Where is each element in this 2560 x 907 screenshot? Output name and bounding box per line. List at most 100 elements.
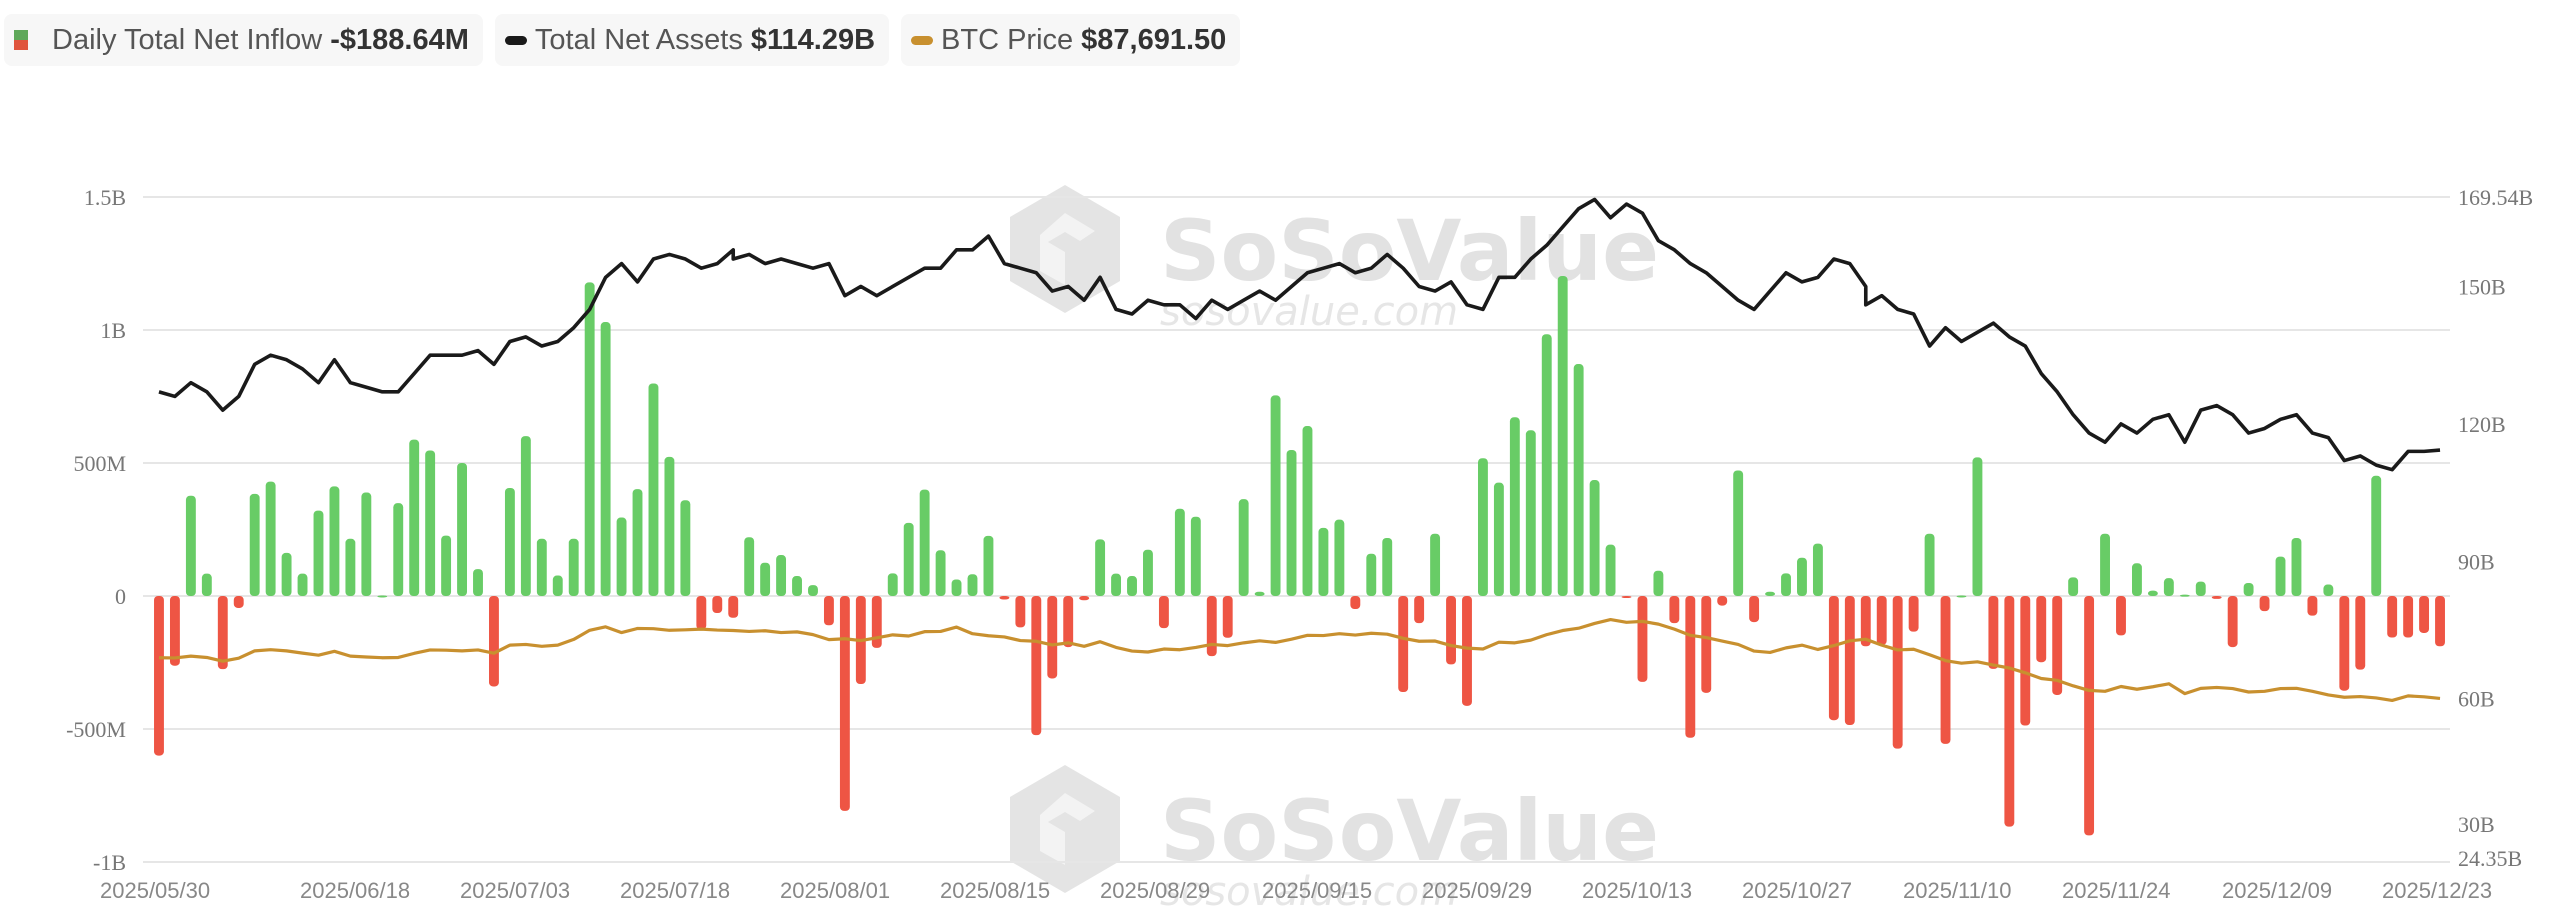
inflow-bar[interactable] — [2148, 591, 2158, 596]
inflow-bar[interactable] — [537, 539, 547, 596]
inflow-bar[interactable] — [1303, 426, 1313, 596]
inflow-bar[interactable] — [569, 539, 579, 596]
inflow-bar[interactable] — [888, 573, 898, 596]
legend-item-assets[interactable]: Total Net Assets $114.29B — [495, 14, 889, 66]
inflow-bar[interactable] — [1366, 554, 1376, 596]
inflow-bar[interactable] — [968, 574, 978, 596]
inflow-bar[interactable] — [2419, 596, 2429, 633]
inflow-bar[interactable] — [2387, 596, 2397, 637]
inflow-bar[interactable] — [1494, 483, 1504, 596]
inflow-bar[interactable] — [649, 383, 659, 596]
inflow-bar[interactable] — [1127, 576, 1137, 596]
inflow-bar[interactable] — [1622, 596, 1632, 598]
inflow-bar[interactable] — [680, 500, 690, 596]
inflow-bar[interactable] — [2244, 583, 2254, 596]
btc-price-line[interactable] — [159, 620, 2440, 701]
inflow-bar[interactable] — [202, 574, 212, 596]
inflow-bar[interactable] — [1988, 596, 1998, 669]
inflow-bar[interactable] — [1318, 528, 1328, 596]
inflow-bar[interactable] — [1893, 596, 1903, 749]
inflow-bar[interactable] — [409, 440, 419, 596]
inflow-bar[interactable] — [1638, 596, 1648, 682]
inflow-bar[interactable] — [776, 555, 786, 596]
inflow-bar[interactable] — [952, 580, 962, 596]
inflow-bar[interactable] — [1957, 595, 1967, 597]
inflow-bar[interactable] — [633, 489, 643, 596]
inflow-bar[interactable] — [1590, 480, 1600, 596]
inflow-bar[interactable] — [1558, 276, 1568, 596]
inflow-bar[interactable] — [473, 569, 483, 596]
inflow-bar[interactable] — [2307, 596, 2317, 616]
inflow-bar[interactable] — [1829, 596, 1839, 720]
inflow-bar[interactable] — [1685, 596, 1695, 738]
inflow-bar[interactable] — [266, 482, 276, 596]
legend-item-btc[interactable]: BTC Price $87,691.50 — [901, 14, 1240, 66]
inflow-bar[interactable] — [585, 282, 595, 596]
inflow-bar[interactable] — [1334, 520, 1344, 596]
inflow-bar[interactable] — [1239, 499, 1249, 596]
inflow-bar[interactable] — [1414, 596, 1424, 623]
inflow-bar[interactable] — [361, 493, 371, 596]
inflow-bar[interactable] — [250, 494, 260, 596]
inflow-bar[interactable] — [1669, 596, 1679, 623]
inflow-bar[interactable] — [489, 596, 499, 686]
inflow-bar[interactable] — [920, 490, 930, 596]
inflow-bar[interactable] — [2084, 596, 2094, 835]
inflow-bar[interactable] — [1175, 509, 1185, 596]
inflow-bar[interactable] — [2164, 578, 2174, 596]
inflow-bar[interactable] — [329, 486, 339, 596]
inflow-bar[interactable] — [1287, 450, 1297, 596]
inflow-bar[interactable] — [824, 596, 834, 625]
inflow-bar[interactable] — [840, 596, 850, 811]
inflow-bar[interactable] — [1015, 596, 1025, 627]
inflow-bar[interactable] — [457, 463, 467, 596]
inflow-bar[interactable] — [377, 595, 387, 597]
inflow-bar[interactable] — [1717, 596, 1727, 606]
inflow-bar[interactable] — [601, 322, 611, 596]
inflow-bar[interactable] — [218, 596, 228, 669]
inflow-bar[interactable] — [1079, 596, 1089, 600]
inflow-bar[interactable] — [1462, 596, 1472, 706]
inflow-bar[interactable] — [441, 536, 451, 596]
inflow-bar[interactable] — [728, 596, 738, 618]
inflow-bar[interactable] — [2020, 596, 2030, 726]
inflow-bar[interactable] — [2292, 538, 2302, 596]
inflow-bar[interactable] — [2196, 582, 2206, 596]
inflow-bar[interactable] — [2403, 596, 2413, 637]
inflow-bar[interactable] — [712, 596, 722, 613]
inflow-bar[interactable] — [234, 596, 244, 608]
inflow-bar[interactable] — [1526, 430, 1536, 596]
inflow-bar[interactable] — [1701, 596, 1711, 693]
inflow-bar[interactable] — [1845, 596, 1855, 725]
inflow-bar[interactable] — [2036, 596, 2046, 662]
inflow-bar[interactable] — [744, 537, 754, 596]
inflow-bar[interactable] — [1925, 534, 1935, 596]
inflow-bar[interactable] — [1191, 517, 1201, 596]
inflow-bar[interactable] — [2339, 596, 2349, 691]
inflow-bar[interactable] — [2276, 557, 2286, 596]
inflow-bar[interactable] — [696, 596, 706, 630]
inflow-bar[interactable] — [1111, 574, 1121, 596]
inflow-bar[interactable] — [2116, 596, 2126, 635]
inflow-bar[interactable] — [1255, 592, 1265, 596]
inflow-bar[interactable] — [2004, 596, 2014, 827]
inflow-bar[interactable] — [2132, 563, 2142, 596]
inflow-bar[interactable] — [1797, 558, 1807, 596]
inflow-bar[interactable] — [1765, 592, 1775, 596]
inflow-bar[interactable] — [1781, 573, 1791, 596]
inflow-bar[interactable] — [2355, 596, 2365, 670]
inflow-bar[interactable] — [1653, 571, 1663, 596]
inflow-bar[interactable] — [1510, 417, 1520, 596]
inflow-bar[interactable] — [1430, 534, 1440, 596]
inflow-bar[interactable] — [999, 596, 1009, 599]
inflow-bar[interactable] — [1031, 596, 1041, 735]
inflow-bar[interactable] — [2068, 577, 2078, 596]
inflow-bar[interactable] — [2435, 596, 2445, 646]
inflow-bar[interactable] — [1207, 596, 1217, 656]
inflow-bar[interactable] — [1941, 596, 1951, 744]
inflow-bar[interactable] — [1574, 364, 1584, 596]
inflow-bar[interactable] — [393, 503, 403, 596]
inflow-bar[interactable] — [1063, 596, 1073, 647]
inflow-bar[interactable] — [936, 550, 946, 596]
inflow-bar[interactable] — [154, 596, 164, 756]
